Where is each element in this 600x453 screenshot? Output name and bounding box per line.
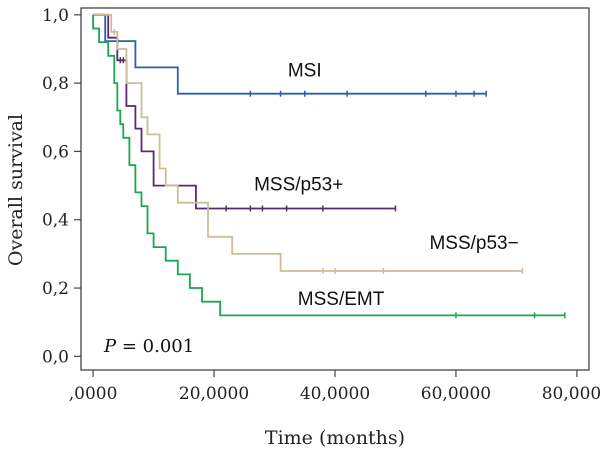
- x-tick-label: 20,0000: [179, 384, 249, 404]
- y-axis: 0,0 0,2 0,4 0,6 0,8 1,0: [42, 6, 81, 367]
- y-tick-label: 0,2: [42, 279, 69, 299]
- p-value-annotation: P = 0.001: [103, 336, 194, 357]
- series-line-mss-emt: [92, 14, 565, 317]
- y-tick-label: 0,4: [42, 211, 69, 231]
- y-tick-label: 0,0: [42, 347, 69, 367]
- series-line-mss-p53: [93, 13, 523, 272]
- series-label-mss-p53: MSS/p53+: [254, 175, 343, 196]
- x-tick-label: 60,0000: [421, 384, 491, 404]
- series-line-mss-p53: [93, 13, 396, 210]
- survival-curves: [92, 13, 566, 319]
- p-value-symbol: P: [103, 336, 117, 357]
- x-tick-label: 40,0000: [300, 384, 370, 404]
- x-axis: ,0000 20,0000 40,0000 60,0000 80,0000: [69, 370, 600, 404]
- y-axis-title: Overall survival: [5, 114, 27, 266]
- series-line-msi: [93, 13, 487, 95]
- series-label-mss-emt: MSS/EMT: [298, 289, 385, 310]
- series-label-msi: MSI: [288, 60, 322, 81]
- y-tick-label: 0,8: [42, 74, 69, 94]
- x-tick-label: 80,0000: [542, 384, 600, 404]
- series-labels: MSI MSS/p53+ MSS/p53− MSS/EMT: [254, 60, 519, 310]
- series-label-mss-p53: MSS/p53−: [429, 233, 518, 254]
- x-axis-title: Time (months): [265, 427, 405, 449]
- y-tick-label: 0,6: [42, 142, 69, 162]
- p-value-text: = 0.001: [116, 336, 194, 357]
- x-tick-label: ,0000: [69, 384, 118, 404]
- y-tick-label: 1,0: [42, 6, 69, 26]
